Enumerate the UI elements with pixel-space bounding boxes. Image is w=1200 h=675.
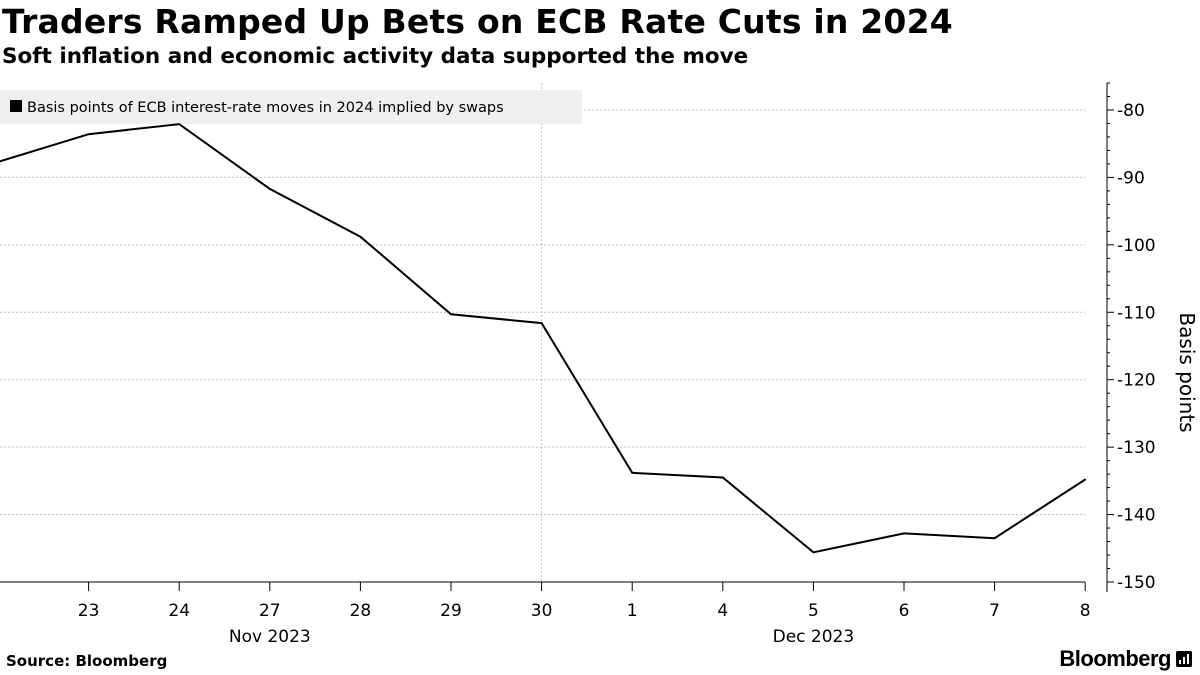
y-axis-label: Basis points [1175,312,1199,432]
y-tick-label: -130 [1117,438,1156,458]
x-month-label: Dec 2023 [773,627,855,647]
x-tick-label: 28 [350,601,372,621]
brand-name: Bloomberg [1059,646,1171,671]
x-tick-label: 27 [259,601,281,621]
x-tick-label: 8 [1080,601,1091,621]
data-point [450,313,452,316]
source-note: Source: Bloomberg [6,652,168,670]
y-tick-label: -80 [1117,101,1145,121]
data-point [178,123,181,126]
y-axis: -80 -90 -100 -110 -120 -130 -140 -150 [1106,82,1156,593]
chart-subtitle: Soft inflation and economic activity dat… [2,44,749,69]
legend-label: Basis points of ECB interest-rate moves … [27,100,504,116]
x-axis: 23 24 27 28 29 30 1 4 5 6 7 8 Nov 2023 Dec 2023 [0,581,1091,647]
data-point [87,133,90,136]
data-point [903,532,905,535]
bloomberg-terminal-icon [1176,651,1192,667]
chart-title: Traders Ramped Up Bets on ECB Rate Cuts … [2,2,953,41]
data-point [993,537,996,540]
y-tick-label: -110 [1117,303,1156,323]
data-point [268,187,271,190]
x-tick-label: 24 [168,601,190,621]
x-tick-label: 5 [808,601,819,621]
y-tick-label: -90 [1117,168,1145,188]
legend: Basis points of ECB interest-rate moves … [0,90,582,124]
data-point [812,551,815,554]
x-tick-label: 1 [627,601,638,621]
x-tick-label: 29 [440,601,462,621]
x-tick-label: 30 [531,601,553,621]
y-tick-label: -120 [1117,371,1156,391]
x-tick-label: 23 [78,601,100,621]
brand-logo: Bloomberg [1059,646,1192,672]
data-point [359,235,362,238]
data-point [631,471,634,474]
gridlines [0,83,1085,583]
data-point [540,322,543,324]
series-line [0,123,1086,554]
data-point [721,476,724,479]
x-tick-label: 6 [899,601,910,621]
y-tick-label: -100 [1117,236,1156,256]
legend-background [0,90,582,124]
data-point [1084,478,1087,481]
legend-swatch [10,100,22,112]
y-tick-label: -140 [1117,506,1156,526]
x-month-label: Nov 2023 [229,627,311,647]
x-tick-label: 7 [989,601,1000,621]
x-tick-label: 4 [717,601,728,621]
series-group [0,123,1087,554]
y-tick-label: -150 [1117,573,1156,593]
